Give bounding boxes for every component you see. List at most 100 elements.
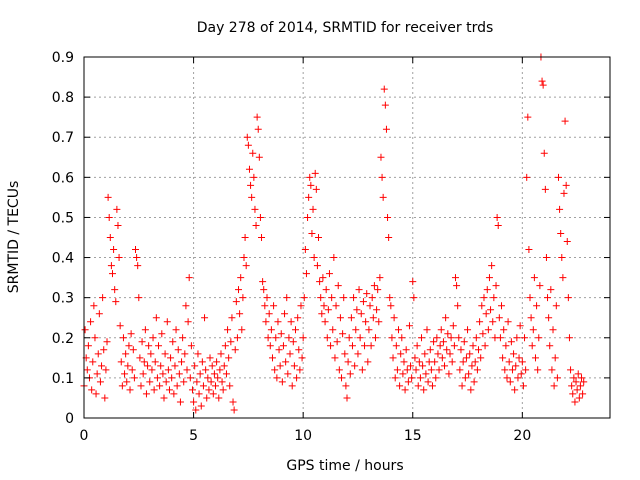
data-point [441, 362, 449, 370]
data-point [414, 382, 422, 390]
data-point [444, 330, 452, 338]
data-point [127, 330, 135, 338]
data-point [376, 274, 384, 282]
data-point [552, 302, 560, 310]
data-point [345, 334, 353, 342]
data-point [274, 318, 282, 326]
data-point [503, 374, 511, 382]
data-point [505, 358, 513, 366]
data-point [405, 322, 413, 330]
data-point [179, 334, 187, 342]
data-point [158, 330, 166, 338]
data-point [126, 386, 134, 394]
data-point [561, 117, 569, 125]
data-point [152, 314, 160, 322]
data-point [99, 294, 107, 302]
data-point [502, 342, 510, 350]
data-point [216, 366, 224, 374]
data-point [568, 382, 576, 390]
data-point [178, 358, 186, 366]
data-point [295, 346, 303, 354]
data-point [106, 234, 114, 241]
data-point [300, 294, 308, 302]
data-point [391, 374, 399, 382]
data-point [510, 350, 518, 358]
data-point [501, 366, 509, 374]
data-point [203, 394, 211, 402]
data-point [341, 350, 349, 358]
data-point [181, 350, 189, 358]
data-point [363, 290, 371, 298]
data-point [113, 205, 121, 213]
data-point [374, 286, 382, 294]
data-point [182, 302, 190, 310]
data-point [461, 374, 469, 382]
data-point [289, 338, 297, 346]
data-point [540, 149, 548, 157]
data-point [358, 366, 366, 374]
y-tick-label: 0.3 [52, 291, 74, 307]
data-point [226, 382, 234, 390]
data-point [196, 370, 204, 378]
data-point [254, 125, 262, 133]
data-point [283, 294, 291, 302]
data-point [217, 350, 225, 358]
x-tick-label: 15 [404, 428, 422, 444]
data-point [167, 354, 175, 362]
data-point [325, 270, 333, 278]
data-point [362, 318, 370, 326]
data-point [357, 310, 365, 318]
data-point [353, 306, 361, 314]
data-point [545, 314, 553, 322]
data-point [554, 173, 562, 181]
data-point [354, 350, 362, 358]
data-point [153, 374, 161, 382]
x-tick-label: 5 [189, 428, 198, 444]
data-point [242, 262, 250, 270]
data-point [219, 386, 227, 394]
data-point [171, 362, 179, 370]
data-point [343, 394, 351, 402]
data-point [290, 362, 298, 370]
data-point [224, 326, 232, 334]
data-point [477, 354, 485, 362]
data-point [305, 193, 313, 201]
data-point [359, 298, 367, 306]
data-point [122, 350, 130, 358]
data-point [493, 213, 501, 221]
data-point [551, 354, 559, 362]
data-point [528, 342, 536, 350]
data-point [231, 346, 239, 354]
data-point [323, 334, 331, 342]
data-point [403, 366, 411, 374]
data-point [121, 370, 129, 378]
data-point [395, 326, 403, 334]
data-point [526, 294, 534, 302]
data-point [521, 334, 529, 342]
data-point [324, 306, 332, 314]
data-point [151, 358, 159, 366]
data-points [80, 53, 588, 414]
data-point [331, 354, 339, 362]
data-point [227, 338, 235, 346]
data-point [415, 358, 423, 366]
data-point [514, 374, 522, 382]
data-point [286, 350, 294, 358]
data-point [342, 382, 350, 390]
data-point [204, 374, 212, 382]
data-point [91, 334, 99, 342]
data-point [164, 366, 172, 374]
x-axis-label: GPS time / hours [286, 458, 403, 474]
data-point [201, 314, 209, 322]
data-point [115, 254, 123, 262]
data-point [401, 386, 409, 394]
data-point [336, 314, 344, 322]
data-point [480, 294, 488, 302]
data-point [368, 294, 376, 302]
data-point [309, 205, 317, 213]
data-point [511, 386, 519, 394]
data-point [271, 366, 279, 374]
data-point [240, 254, 248, 262]
data-point [102, 366, 110, 374]
data-point [123, 378, 131, 386]
